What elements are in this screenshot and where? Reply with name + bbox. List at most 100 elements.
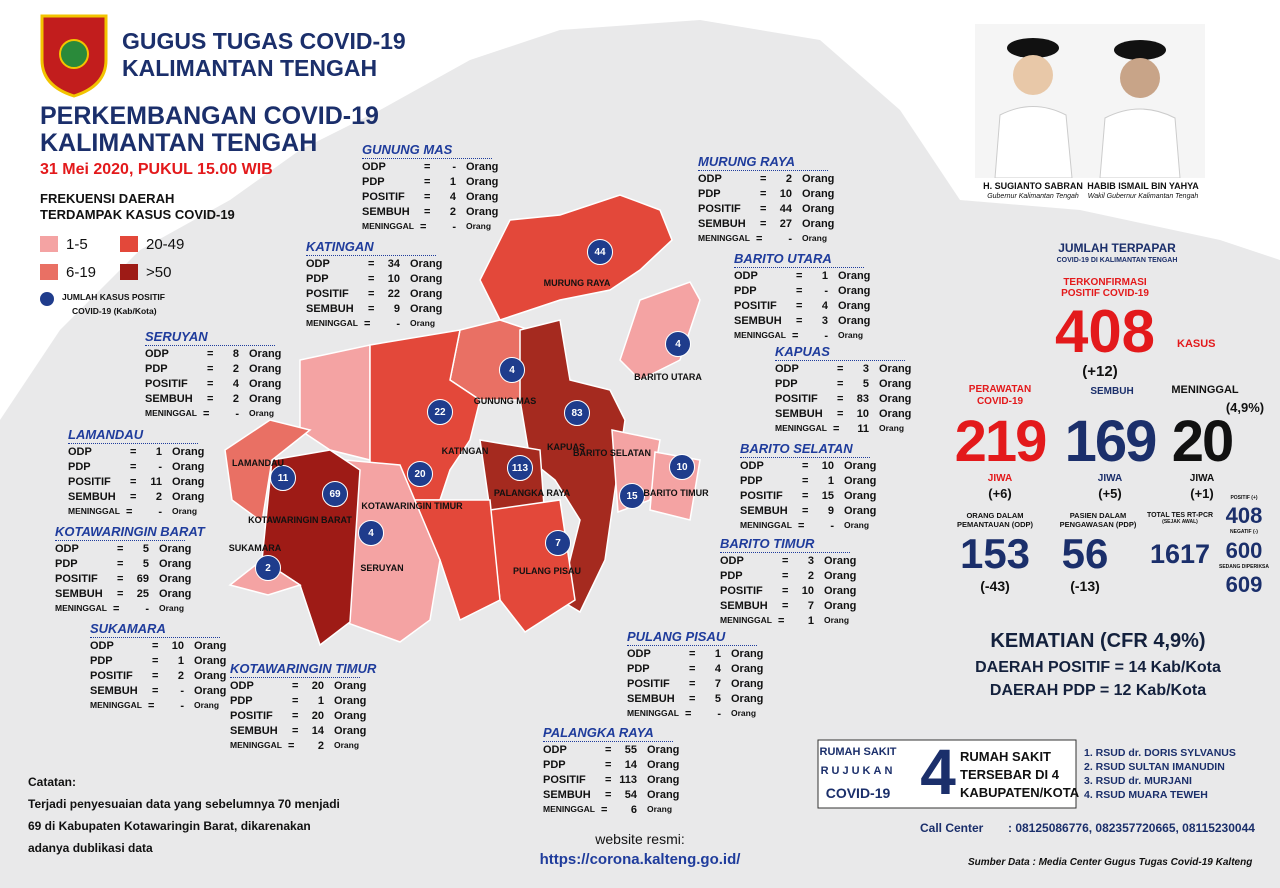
stat-label: TOTAL TES RT-PCR (1146, 512, 1214, 519)
hospital-item: 4. RSUD MUARA TEWEH (1084, 789, 1208, 801)
row-sep: = (292, 680, 299, 692)
row-value: 20 (311, 680, 324, 692)
row-unit: Orang (249, 363, 282, 375)
row-label: POSITIF (698, 203, 741, 215)
row-unit: Orang (194, 640, 227, 652)
row-unit: Orang (194, 670, 227, 682)
row-sep: = (368, 303, 375, 315)
row-sep: = (802, 490, 809, 502)
row-sep: = (798, 520, 805, 532)
region-title: KOTAWARINGIN BARAT (55, 524, 205, 539)
row-label: PDP (68, 461, 91, 473)
region-rule (543, 741, 673, 742)
row-sep: = (130, 461, 137, 473)
row-unit: Orang (844, 475, 877, 487)
row-label: MENINGGAL (230, 740, 282, 750)
stat-rate: (4,9%) (1225, 400, 1265, 415)
row-sep: = (796, 285, 803, 297)
website-url[interactable]: https://corona.kalteng.go.id/ (539, 851, 741, 868)
case-marker: 4 (499, 357, 525, 383)
row-unit: Orang (879, 393, 912, 405)
row-sep: = (782, 585, 789, 597)
region-rule (734, 267, 864, 268)
stat-unit: JIWA (1097, 473, 1123, 484)
case-marker: 83 (564, 400, 590, 426)
row-unit: Orang (844, 460, 877, 472)
case-marker: 69 (322, 481, 348, 507)
legend-label: 20-49 (146, 236, 185, 253)
row-value: 3 (821, 315, 828, 327)
notes-title: Catatan: (28, 775, 77, 789)
row-sep: = (207, 378, 214, 390)
row-unit: Orang (172, 491, 205, 503)
region-rule (362, 158, 492, 159)
row-value: - (452, 221, 456, 233)
stat-change: (-13) (1070, 578, 1100, 594)
official-name: H. SUGIANTO SABRAN (983, 181, 1083, 191)
official-role: Gubernur Kalimantan Tengah (987, 193, 1079, 200)
row-sep: = (837, 393, 844, 405)
mortality: DAERAH POSITIF = 14 Kab/Kota (975, 659, 1221, 676)
stat-value: 20 (1171, 409, 1234, 474)
row-value: 22 (387, 288, 400, 300)
stat-value: 408 (1054, 298, 1156, 365)
row-label: PDP (775, 378, 798, 390)
row-label: PDP (306, 273, 329, 285)
row-label: SEMBUH (306, 303, 354, 315)
row-unit: Orang (879, 363, 912, 375)
row-sep: = (837, 378, 844, 390)
row-sep: = (424, 161, 431, 173)
row-label: MENINGGAL (68, 506, 120, 516)
row-unit: Orang (410, 273, 443, 285)
region-title: PALANGKA RAYA (543, 725, 654, 740)
region-rule (627, 645, 757, 646)
region-rule (55, 540, 185, 541)
row-value: - (180, 685, 184, 697)
row-sep: = (117, 543, 124, 555)
row-label: MENINGGAL (306, 318, 358, 328)
row-sep: = (130, 446, 137, 458)
row-sep: = (689, 663, 696, 675)
map-label: BARITO SELATAN (573, 448, 651, 458)
row-label: SEMBUH (720, 600, 768, 612)
stat-label: PASIEN DALAM (1069, 511, 1127, 520)
region-rule (720, 552, 850, 553)
row-label: ODP (627, 648, 651, 660)
row-sep: = (796, 300, 803, 312)
row-value: 6 (630, 804, 637, 816)
row-value: 1 (449, 176, 456, 188)
stat-label: PEMANTAUAN (ODP) (956, 520, 1034, 529)
stat-change: (-43) (980, 578, 1010, 594)
stat-label: POSITIF COVID-19 (1061, 288, 1149, 299)
row-label: ODP (55, 543, 79, 555)
row-unit: Orang (647, 774, 680, 786)
row-sep: = (292, 725, 299, 737)
row-sep: = (152, 670, 159, 682)
row-value: 4 (232, 378, 239, 390)
row-unit: Orang (647, 759, 680, 771)
row-unit: Orang (838, 270, 871, 282)
row-value: 20 (311, 710, 324, 722)
hospital-box (817, 739, 1077, 809)
row-label: ODP (362, 161, 386, 173)
region-title: GUNUNG MAS (362, 142, 453, 157)
map-label: KAPUAS (546, 442, 586, 452)
map-label: KOTAWARINGIN BARAT (248, 515, 352, 525)
map-label: KOTAWARINGIN TIMUR (361, 501, 463, 511)
row-sep: = (605, 759, 612, 771)
row-sep: = (130, 476, 137, 488)
row-label: PDP (698, 188, 721, 200)
row-value: 8 (232, 348, 239, 360)
notes-line: adanya dublikasi data (28, 841, 153, 855)
district (224, 419, 312, 524)
stat-change: (+5) (1098, 486, 1122, 501)
stat-label: SEDANG DIPERIKSA (1218, 564, 1270, 570)
case-marker: 10 (669, 454, 695, 480)
row-value: 2 (785, 173, 792, 185)
row-unit: Orang (159, 573, 192, 585)
row-value: 2 (317, 740, 324, 752)
row-label: ODP (90, 640, 114, 652)
row-label: POSITIF (734, 300, 777, 312)
case-marker: 22 (427, 399, 453, 425)
legend-label: 1-5 (66, 236, 88, 253)
